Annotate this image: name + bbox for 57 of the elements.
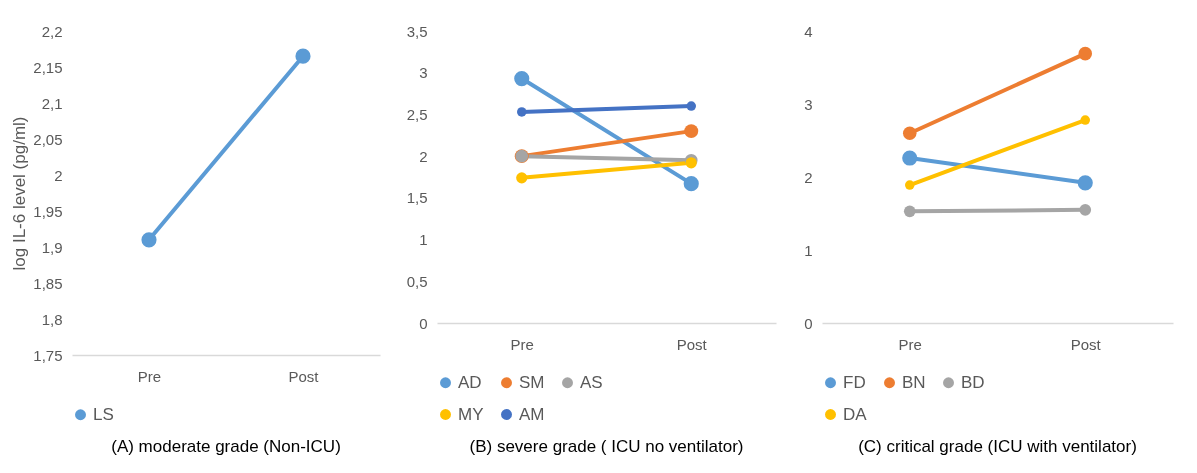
y-tick-label: 0: [419, 314, 428, 332]
point: [514, 70, 530, 87]
y-tick-label: 4: [803, 22, 813, 40]
y-tick-label: 2,15: [33, 58, 63, 76]
point: [516, 172, 528, 184]
y-axis-title: log IL-6 level (pg/ml): [10, 116, 30, 271]
y-tick-label: 1,8: [41, 310, 63, 328]
legend-label: LS: [93, 404, 114, 424]
point: [903, 205, 916, 218]
y-tick-label: 2,05: [33, 130, 63, 148]
x-tick-label: Post: [677, 335, 708, 353]
y-tick-label: 1,85: [33, 274, 63, 292]
y-tick-label: 1: [419, 231, 428, 249]
legend-label: BD: [960, 372, 985, 392]
y-tick-label: 1,75: [33, 346, 63, 364]
y-tick-label: 2,5: [406, 105, 428, 123]
x-tick-label: Post: [1070, 335, 1102, 353]
point: [904, 180, 915, 190]
text: (A) moderate grade (Non-ICU): [111, 437, 341, 456]
legend-label: DA: [842, 404, 867, 424]
y-tick-label: 1,9: [41, 238, 63, 256]
y-tick-label: 2: [803, 168, 813, 186]
point: [684, 176, 700, 192]
y-tick-label: 2: [419, 147, 428, 165]
point: [686, 101, 697, 111]
y-tick-label: 2,2: [41, 22, 63, 40]
legend-label: AD: [458, 372, 482, 392]
x-tick-label: Pre: [137, 367, 162, 385]
y-tick-label: 0: [803, 314, 813, 332]
point: [1077, 175, 1093, 191]
legend-label: SM: [519, 372, 545, 392]
legend-label: FD: [842, 372, 866, 392]
y-tick-label: 3,5: [406, 22, 428, 40]
y-tick-label: 1: [803, 241, 813, 259]
legend-label: AS: [580, 372, 604, 392]
point: [901, 150, 917, 166]
legend-label: BN: [901, 372, 926, 392]
y-tick-label: 1,95: [33, 202, 63, 220]
legend-label: AM: [519, 404, 545, 424]
y-tick-label: 3: [419, 64, 428, 82]
y-tick-label: 1,5: [406, 189, 428, 207]
point: [1078, 46, 1092, 61]
y-tick-label: 3: [803, 95, 813, 113]
text: (B) severe grade ( ICU no ventilator): [469, 437, 744, 456]
point: [902, 126, 917, 140]
point: [1080, 115, 1090, 125]
x-tick-label: Post: [288, 367, 320, 385]
point: [684, 124, 699, 139]
y-tick-label: 0,5: [406, 272, 428, 290]
point: [517, 107, 527, 117]
y-tick-label: 2,1: [41, 94, 63, 112]
x-tick-label: Pre: [898, 335, 922, 353]
point: [1079, 204, 1091, 216]
y-tick-label: 2: [54, 166, 63, 184]
x-tick-label: Pre: [510, 335, 535, 353]
text: (C) critical grade (ICU with ventilator): [857, 437, 1137, 456]
legend-label: MY: [458, 404, 484, 424]
